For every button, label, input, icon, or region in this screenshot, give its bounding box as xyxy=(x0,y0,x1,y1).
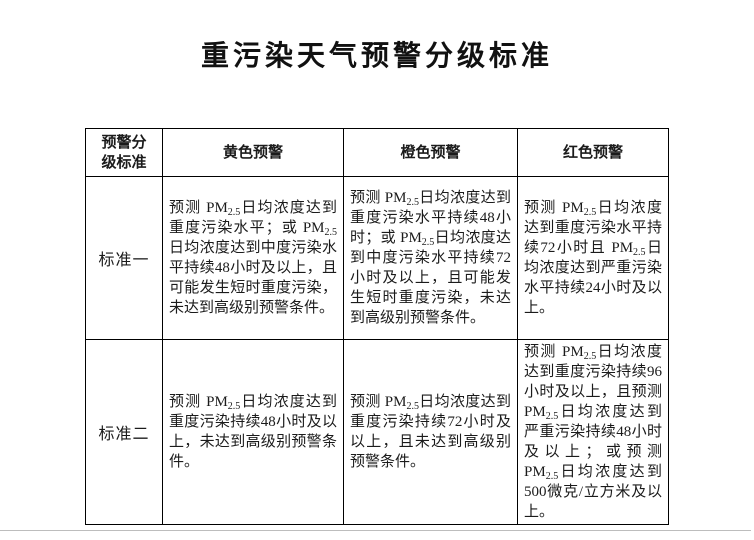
cell-standard2-red: 预测 PM2.5日均浓度达到重度污染持续96小时及以上，且预测 PM2.5日均浓… xyxy=(517,339,669,525)
warning-standards-table: 预警分 级标准 黄色预警 橙色预警 红色预警 标准一 预测 PM2.5日均浓度达… xyxy=(85,128,669,525)
cell-standard1-orange: 预测 PM2.5日均浓度达到重度污染水平持续48小时；或 PM2.5日均浓度达到… xyxy=(343,176,518,340)
column-header-orange-warning: 橙色预警 xyxy=(343,128,518,177)
row-label-standard-1: 标准一 xyxy=(85,176,163,340)
cell-standard2-yellow: 预测 PM2.5日均浓度达到重度污染持续48小时及以上，未达到高级别预警条件。 xyxy=(162,339,344,525)
cell-standard1-red: 预测 PM2.5日均浓度达到重度污染水平持续72小时且 PM2.5日均浓度达到严… xyxy=(517,176,669,340)
cell-standard2-orange: 预测 PM2.5日均浓度达到重度污染持续72小时及以上，且未达到高级别预警条件。 xyxy=(343,339,518,525)
table-row-standard-2: 标准二 预测 PM2.5日均浓度达到重度污染持续48小时及以上，未达到高级别预警… xyxy=(85,339,669,525)
row-label-standard-2: 标准二 xyxy=(85,339,163,525)
cell-standard1-yellow: 预测 PM2.5日均浓度达到重度污染水平；或 PM2.5日均浓度达到中度污染水平… xyxy=(162,176,344,340)
column-header-yellow-warning: 黄色预警 xyxy=(162,128,344,177)
column-header-criteria: 预警分 级标准 xyxy=(85,128,163,177)
page-title: 重污染天气预警分级标准 xyxy=(200,41,553,72)
header-row: 预警分 级标准 黄色预警 橙色预警 红色预警 xyxy=(85,128,669,177)
table-row-standard-1: 标准一 预测 PM2.5日均浓度达到重度污染水平；或 PM2.5日均浓度达到中度… xyxy=(85,176,669,340)
page-divider-line xyxy=(0,530,751,531)
column-header-red-warning: 红色预警 xyxy=(517,128,669,177)
